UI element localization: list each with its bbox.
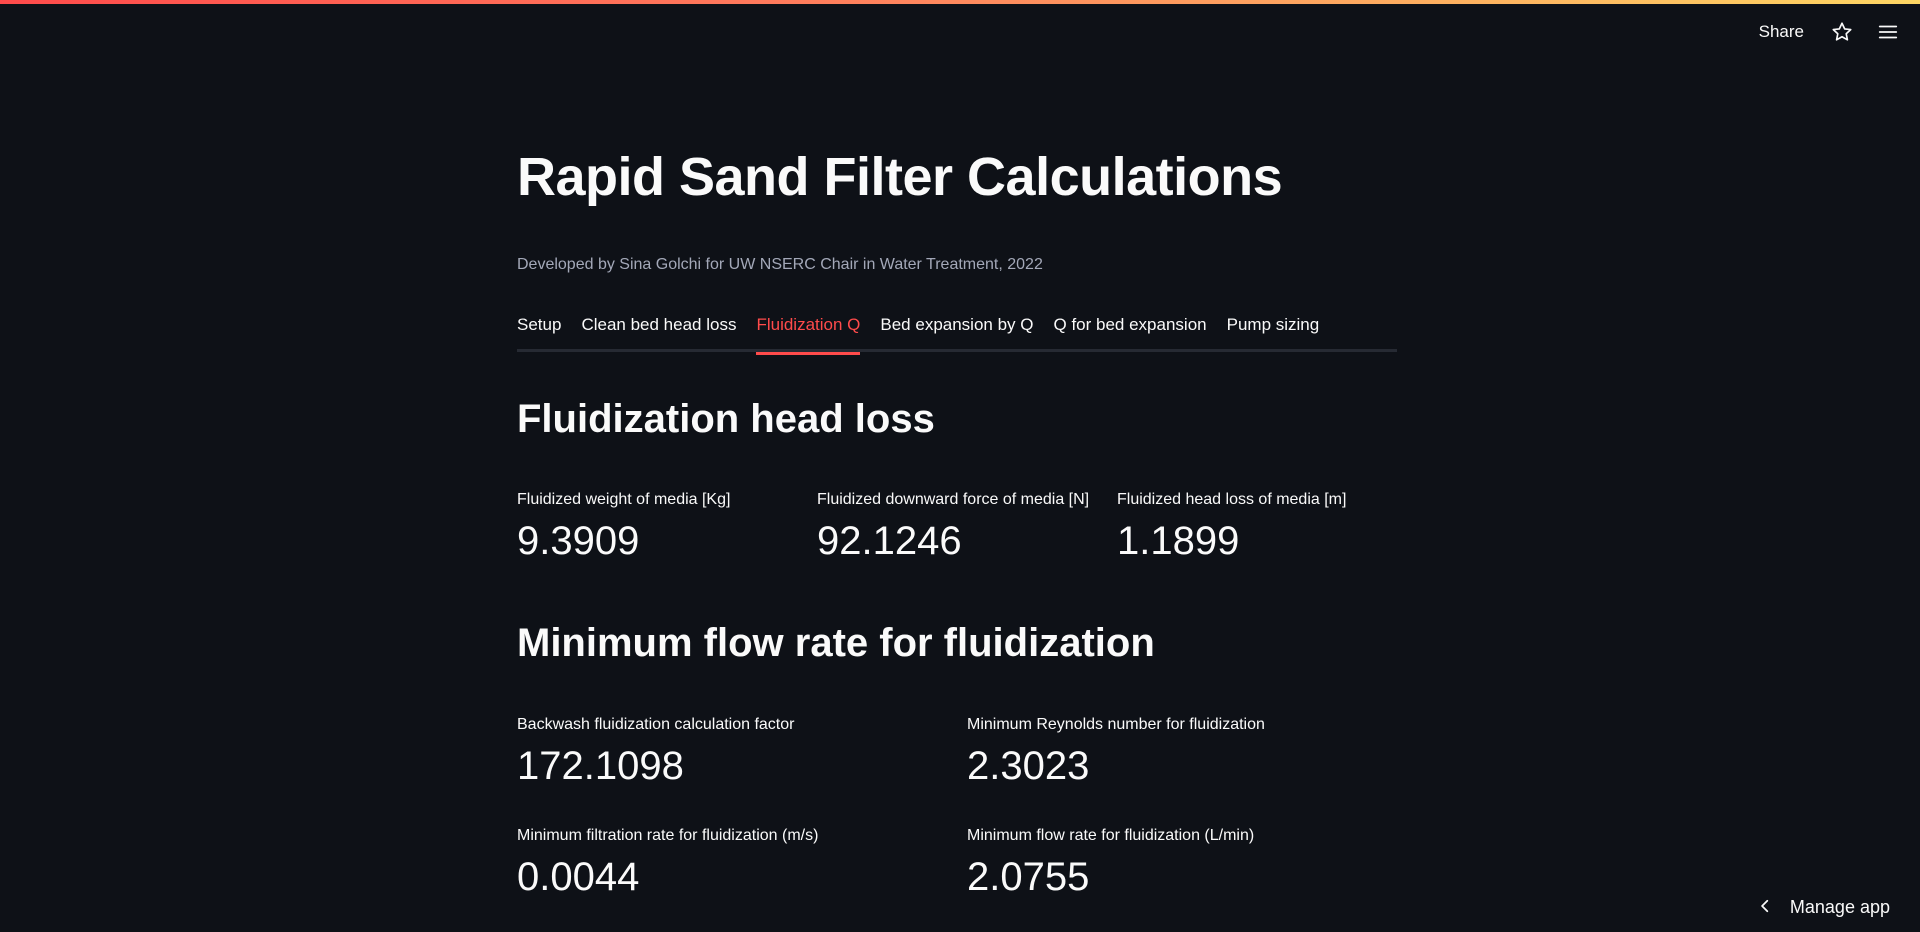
section-heading-min-flow: Minimum flow rate for fluidization <box>517 621 1155 665</box>
metric-label: Minimum filtration rate for fluidization… <box>517 827 819 844</box>
app-header-toolbar: Share <box>1753 18 1902 46</box>
metric-label: Backwash fluidization calculation factor <box>517 716 795 733</box>
metric-label: Minimum flow rate for fluidization (L/mi… <box>967 827 1255 844</box>
manage-app-button[interactable]: Manage app <box>1758 897 1890 918</box>
metric-fluidized-force: Fluidized downward force of media [N] 92… <box>817 491 1089 564</box>
metric-value: 1.1899 <box>1117 519 1240 563</box>
metric-min-reynolds: Minimum Reynolds number for fluidization… <box>967 716 1265 789</box>
metric-value: 92.1246 <box>817 519 962 563</box>
manage-app-label: Manage app <box>1789 897 1890 917</box>
metric-value: 9.3909 <box>517 519 640 563</box>
top-decoration-stripe <box>0 0 1920 4</box>
tab-q-for-bed-expansion[interactable]: Q for bed expansion <box>1053 315 1207 334</box>
metric-value: 0.0044 <box>517 855 640 899</box>
tab-bed-expansion-by-q[interactable]: Bed expansion by Q <box>880 315 1034 334</box>
metric-label: Minimum Reynolds number for fluidization <box>967 716 1265 733</box>
metric-label: Fluidized downward force of media [N] <box>817 491 1090 508</box>
share-button[interactable]: Share <box>1758 22 1804 41</box>
tab-clean-bed-head-loss[interactable]: Clean bed head loss <box>581 315 737 334</box>
metric-fluidized-weight: Fluidized weight of media [Kg] 9.3909 <box>517 491 730 564</box>
tab-fluidization-q[interactable]: Fluidization Q <box>756 312 860 355</box>
metric-fluidized-head-loss: Fluidized head loss of media [m] 1.1899 <box>1117 491 1346 564</box>
hamburger-menu-icon[interactable] <box>1874 18 1902 46</box>
metric-backwash-factor: Backwash fluidization calculation factor… <box>517 716 794 789</box>
metric-label: Fluidized weight of media [Kg] <box>517 491 731 508</box>
metric-value: 2.0755 <box>967 855 1090 899</box>
tab-setup[interactable]: Setup <box>517 315 562 334</box>
page-caption: Developed by Sina Golchi for UW NSERC Ch… <box>517 256 1043 273</box>
metric-value: 172.1098 <box>517 744 684 788</box>
metric-value: 2.3023 <box>967 744 1090 788</box>
metric-min-flow-rate: Minimum flow rate for fluidization (L/mi… <box>967 827 1254 900</box>
tab-pump-sizing[interactable]: Pump sizing <box>1226 315 1320 334</box>
page-title: Rapid Sand Filter Calculations <box>517 147 1283 207</box>
section-heading-head-loss: Fluidization head loss <box>517 397 935 441</box>
metric-label: Fluidized head loss of media [m] <box>1117 491 1347 508</box>
star-icon[interactable] <box>1828 18 1856 46</box>
metric-min-filtration-rate: Minimum filtration rate for fluidization… <box>517 827 818 900</box>
tab-bar: Setup Clean bed head loss Fluidization Q… <box>517 312 1397 355</box>
chevron-left-icon <box>1758 897 1772 918</box>
